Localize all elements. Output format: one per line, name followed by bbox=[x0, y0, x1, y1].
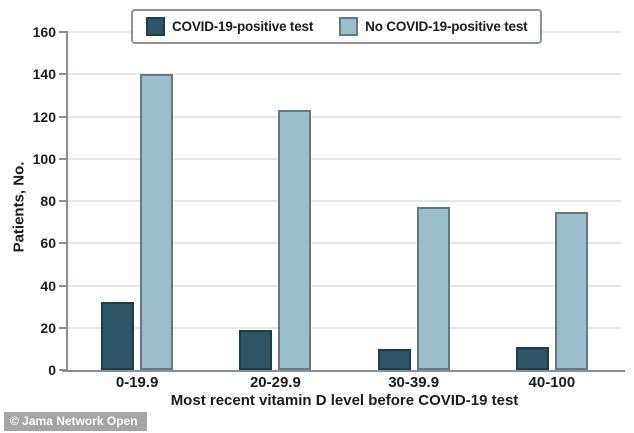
gridline-100 bbox=[68, 157, 621, 160]
y-tick-mark-0 bbox=[59, 369, 66, 371]
bar-negative-0-19.9 bbox=[140, 74, 174, 370]
bar-group-0-19.9 bbox=[68, 32, 206, 370]
y-tick-label-120: 120 bbox=[32, 108, 56, 125]
gridline-40 bbox=[68, 284, 621, 287]
bar-negative-40-100 bbox=[554, 211, 588, 370]
x-axis-category-labels: 0-19.9 20-29.9 30-39.9 40-100 bbox=[68, 374, 621, 391]
y-tick-label-160: 160 bbox=[32, 24, 56, 40]
y-tick-mark-100 bbox=[59, 157, 66, 160]
x-category-label-30-39.9: 30-39.9 bbox=[388, 374, 440, 391]
gridline-60 bbox=[68, 242, 621, 245]
y-tick-label-40: 40 bbox=[40, 277, 56, 294]
x-category-label-20-29.9: 20-29.9 bbox=[249, 374, 301, 391]
bar-groups bbox=[68, 32, 621, 370]
bar-group-20-29.9 bbox=[206, 32, 344, 370]
gridline-80 bbox=[68, 200, 621, 202]
bar-positive-20-29.9 bbox=[239, 329, 273, 370]
bar-positive-40-100 bbox=[515, 346, 549, 370]
legend: COVID-19-positive test No COVID-19-posit… bbox=[131, 9, 543, 44]
positive-swatch-icon bbox=[146, 17, 165, 36]
y-axis-tick-labels: 0 20 40 60 80 100 120 140 160 bbox=[0, 25, 56, 377]
y-tick-label-80: 80 bbox=[40, 193, 56, 209]
legend-label-negative: No COVID-19-positive test bbox=[365, 19, 528, 34]
y-tick-label-0: 0 bbox=[48, 362, 56, 378]
bar-group-40-100 bbox=[483, 32, 621, 370]
x-axis-line bbox=[62, 370, 625, 372]
bar-group-30-39.9 bbox=[345, 32, 483, 370]
bar-positive-0-19.9 bbox=[101, 302, 135, 370]
gridline-20 bbox=[68, 326, 621, 329]
y-tick-mark-140 bbox=[59, 73, 66, 76]
watermark: © Jama Network Open bbox=[4, 412, 147, 431]
legend-label-positive: COVID-19-positive test bbox=[172, 19, 314, 34]
y-tick-label-140: 140 bbox=[32, 66, 56, 83]
negative-swatch-icon bbox=[339, 17, 359, 36]
y-tick-mark-120 bbox=[59, 115, 66, 118]
y-tick-mark-160 bbox=[59, 31, 66, 33]
plot-area bbox=[59, 31, 625, 372]
x-category-label-40-100: 40-100 bbox=[528, 374, 576, 391]
gridline-140 bbox=[68, 73, 621, 76]
x-category-label-0-19.9: 0-19.9 bbox=[115, 374, 159, 391]
y-tick-label-100: 100 bbox=[32, 150, 56, 167]
bar-negative-30-39.9 bbox=[416, 207, 450, 370]
y-axis-line bbox=[66, 31, 68, 371]
x-axis-title: Most recent vitamin D level before COVID… bbox=[170, 392, 519, 409]
legend-item-positive: COVID-19-positive test bbox=[146, 17, 313, 36]
bar-positive-30-39.9 bbox=[377, 348, 411, 370]
y-tick-mark-40 bbox=[59, 284, 66, 287]
bar-negative-20-29.9 bbox=[278, 110, 312, 370]
y-tick-label-60: 60 bbox=[40, 235, 56, 252]
y-tick-mark-80 bbox=[59, 200, 66, 202]
legend-item-negative: No COVID-19-positive test bbox=[339, 17, 528, 36]
gridline-120 bbox=[68, 115, 621, 118]
y-tick-mark-20 bbox=[59, 326, 66, 329]
y-tick-label-20: 20 bbox=[40, 319, 56, 336]
y-tick-mark-60 bbox=[59, 242, 66, 245]
